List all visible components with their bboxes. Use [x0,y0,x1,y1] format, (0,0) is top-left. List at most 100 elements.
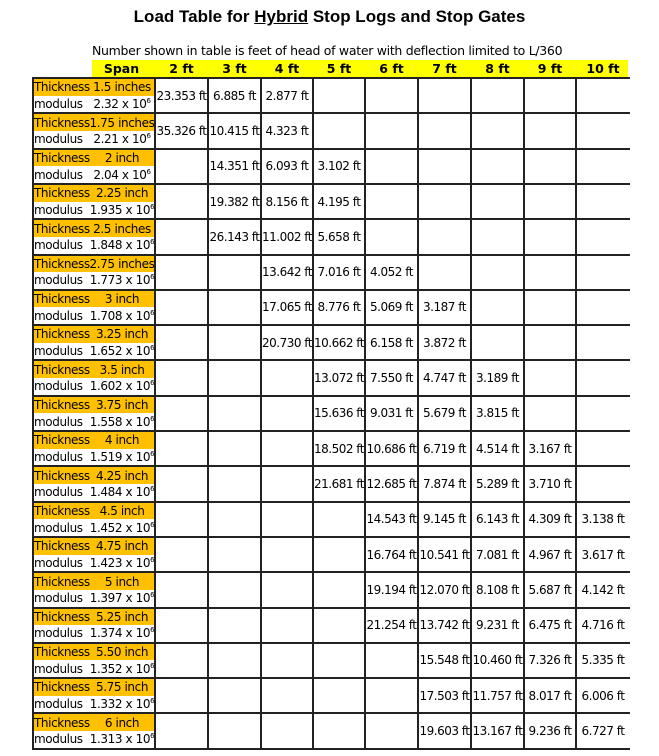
thickness-label: Thickness [34,115,90,130]
load-cell [208,573,261,606]
modulus-exponent: 6 [150,449,155,458]
modulus-mantissa: 1.935 [89,202,123,217]
thickness-label: Thickness [34,645,90,660]
load-cell [524,256,576,289]
table-bottom-border [33,747,630,750]
load-cell: 14.351 ft [209,159,260,174]
thickness-label: Thickness [34,150,90,165]
load-cell [261,361,313,394]
table-row: Thickness 4.25 inch modulus 1.484 x 106 21.6… [33,465,630,501]
modulus-base: x 10 [122,379,151,394]
modulus-mantissa: 2.04 [93,167,119,182]
modulus-mantissa: 1.332 [89,697,123,712]
load-cell: 10.415 ft [209,123,260,138]
modulus-base: x 10 [118,132,147,147]
load-cell [208,326,261,359]
load-cell [155,679,208,712]
table-row: Thickness 5.50 inch modulus 1.352 x 106 15.5… [33,641,630,678]
header-row [92,60,628,77]
thickness-label: Thickness [34,327,90,342]
modulus-value: 1.313 x 106 [89,732,155,746]
thickness-value: 5.25 inch [95,609,149,624]
thickness-value: 4.25 inch [95,468,149,483]
header-span-6ft: 6 ft [379,61,404,76]
load-cell [155,503,208,536]
load-cell [261,432,313,465]
table-row: Thickness 5.75 inch modulus 1.332 x 106 17.5… [33,677,630,713]
load-cell [471,326,524,359]
modulus-value: 1.935 x 106 [89,203,155,217]
modulus-mantissa: 1.708 [89,308,123,323]
modulus-exponent: 6 [150,379,155,388]
thickness-label: Thickness [34,398,90,412]
load-cell [524,185,576,218]
table-row: Thickness 5 inch modulus 1.397 x 106 19.194 … [33,571,630,607]
modulus-label: modulus [34,202,83,217]
modulus-exponent: 6 [150,626,155,635]
table-row: Thickness 3.5 inch modulus 1.602 x 106 13.07… [33,359,630,395]
load-cell [576,79,630,112]
thickness-value: 3.25 inch [95,327,149,342]
modulus-base: x 10 [118,167,147,182]
load-cell [261,397,313,430]
load-cell: 4.716 ft [581,618,625,633]
load-cell: 9.145 ft [423,512,466,527]
modulus-exponent: 6 [150,414,155,423]
load-cell: 15.636 ft [313,406,365,421]
load-cell [155,326,208,359]
modulus-label: modulus [34,449,83,464]
load-cell [576,397,630,430]
header-span-2ft: 2 ft [169,61,194,76]
modulus-label: modulus [34,344,83,359]
thickness-label-row: Thickness 5 inch [33,573,155,590]
thickness-value: 2.5 inches [93,221,151,236]
modulus-label-row: modulus 1.332 x 106 [33,695,155,713]
load-cell [576,114,630,147]
modulus-base: x 10 [122,273,151,288]
load-cell: 5.679 ft [423,406,466,421]
load-cell: 26.143 ft [209,229,260,244]
load-cell [261,573,313,606]
load-cell [471,114,524,147]
modulus-mantissa: 1.848 [89,238,123,253]
thickness-label-row: Thickness 2 inch [33,149,155,167]
load-cell [471,220,524,253]
thickness-label-row: Thickness 3.5 inch [33,361,155,379]
load-cell [471,79,524,112]
load-cell: 3.167 ft [528,441,572,456]
load-cell: 4.195 ft [317,194,361,209]
modulus-label: modulus [34,626,83,641]
load-cell [261,714,313,747]
load-cell [313,538,365,571]
thickness-value: 2 inch [104,150,140,165]
load-cell: 5.687 ft [528,582,572,597]
column-divider [154,77,156,750]
thickness-label: Thickness [34,80,90,95]
table-row: Thickness 6 inch modulus 1.313 x 106 19.603 … [33,712,630,748]
modulus-value: 1.352 x 106 [89,662,155,676]
thickness-label: Thickness [34,186,90,201]
load-cell: 13.642 ft [261,265,313,280]
load-cell: 3.872 ft [423,335,466,350]
load-cell: 4.142 ft [581,582,625,597]
load-cell: 7.326 ft [528,653,572,668]
table-row: Thickness 2.5 inches modulus 1.848 x 106 26.… [33,218,630,254]
load-cell: 6.006 ft [581,688,625,703]
modulus-mantissa: 1.602 [89,379,123,394]
table-row: Thickness 5.25 inch modulus 1.374 x 106 21.2… [33,606,630,642]
load-cell [208,361,261,394]
load-cell [313,644,365,677]
load-cell: 21.254 ft [366,618,417,633]
thickness-label-row: Thickness 2.5 inches [33,220,155,237]
thickness-label-row: Thickness 4.75 inch [33,537,155,555]
load-cell: 6.475 ft [528,618,572,633]
load-cell [365,220,418,253]
modulus-label: modulus [34,697,83,712]
thickness-label-row: Thickness 5.25 inch [33,608,155,626]
thickness-value: 3 inch [104,292,140,307]
thickness-label: Thickness [34,221,90,236]
modulus-label-row: modulus 2.32 x 106 [33,95,155,113]
load-cell: 9.236 ft [528,724,572,739]
modulus-value: 2.04 x 106 [89,168,155,182]
table-row: Thickness 1.75 inches modulus 2.21 x 106 35.… [33,112,630,148]
